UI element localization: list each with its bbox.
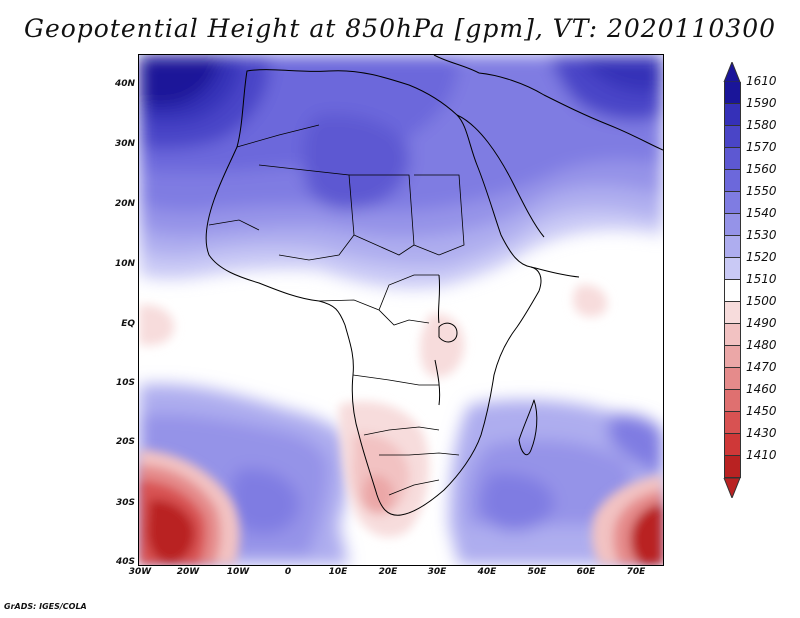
colorbar-swatch <box>724 148 741 170</box>
colorbar-swatch <box>724 412 741 434</box>
colorbar-level-label: 1510 <box>746 272 777 286</box>
country-borders <box>208 124 465 496</box>
colorbar-level-label: 1430 <box>746 426 777 440</box>
lat-label-10n: 10N <box>114 259 135 269</box>
colorbar-swatch <box>724 236 741 258</box>
lon-label-10e: 10E <box>328 567 348 577</box>
colorbar-swatch <box>724 82 741 104</box>
lon-label-0: 0 <box>284 567 292 577</box>
lon-label-20w: 20W <box>176 567 200 577</box>
lon-label-50e: 50E <box>527 567 547 577</box>
colorbar-level-label: 1410 <box>746 448 777 462</box>
colorbar-swatch <box>724 456 741 478</box>
height-field-lows <box>139 284 663 565</box>
colorbar-swatch <box>724 170 741 192</box>
lat-label-20s: 20S <box>115 437 135 447</box>
colorbar-level-label: 1520 <box>746 250 777 264</box>
coastlines <box>205 55 663 516</box>
map-title: Geopotential Height at 850hPa [gpm], VT:… <box>23 14 777 43</box>
colorbar-level-label: 1580 <box>746 118 777 132</box>
colorbar-swatch <box>724 126 741 148</box>
lat-label-40s: 40S <box>115 557 135 567</box>
colorbar-boxes <box>724 82 741 478</box>
lat-label-eq: EQ <box>121 319 135 329</box>
height-field-north <box>139 55 663 289</box>
colorbar-level-label: 1500 <box>746 294 777 308</box>
colorbar-swatch <box>724 324 741 346</box>
colorbar-level-label: 1560 <box>746 162 777 176</box>
lon-label-10w: 10W <box>226 567 250 577</box>
colorbar <box>723 62 741 498</box>
colorbar-level-label: 1450 <box>746 404 777 418</box>
colorbar-level-label: 1570 <box>746 140 777 154</box>
colorbar-swatch <box>724 192 741 214</box>
colorbar-swatch <box>724 214 741 236</box>
colorbar-swatch <box>724 346 741 368</box>
colorbar-bottom-arrow <box>723 478 741 498</box>
lat-label-30s: 30S <box>115 498 135 508</box>
colorbar-level-label: 1460 <box>746 382 777 396</box>
grads-credit: GrADS: IGES/COLA <box>4 602 87 611</box>
colorbar-swatch <box>724 390 741 412</box>
colorbar-swatch <box>724 258 741 280</box>
colorbar-level-label: 1540 <box>746 206 777 220</box>
colorbar-level-label: 1470 <box>746 360 777 374</box>
lat-label-20n: 20N <box>114 199 135 209</box>
lon-label-20e: 20E <box>378 567 398 577</box>
colorbar-level-label: 1480 <box>746 338 777 352</box>
map-panel <box>138 54 664 566</box>
colorbar-swatch <box>724 280 741 302</box>
colorbar-level-label: 1530 <box>746 228 777 242</box>
colorbar-swatch <box>724 104 741 126</box>
colorbar-swatch <box>724 434 741 456</box>
lon-label-30e: 30E <box>427 567 447 577</box>
map-canvas <box>139 55 663 565</box>
colorbar-level-label: 1610 <box>746 74 777 88</box>
colorbar-swatch <box>724 368 741 390</box>
lon-label-70e: 70E <box>626 567 646 577</box>
lat-label-30n: 30N <box>114 139 135 149</box>
lon-label-60e: 60E <box>576 567 596 577</box>
colorbar-level-label: 1550 <box>746 184 777 198</box>
colorbar-level-label: 1490 <box>746 316 777 330</box>
lon-label-40e: 40E <box>477 567 497 577</box>
colorbar-top-arrow <box>723 62 741 82</box>
lat-label-40n: 40N <box>114 79 135 89</box>
lon-label-30w: 30W <box>128 567 152 577</box>
colorbar-level-label: 1590 <box>746 96 777 110</box>
lat-label-10s: 10S <box>115 378 135 388</box>
colorbar-swatch <box>724 302 741 324</box>
